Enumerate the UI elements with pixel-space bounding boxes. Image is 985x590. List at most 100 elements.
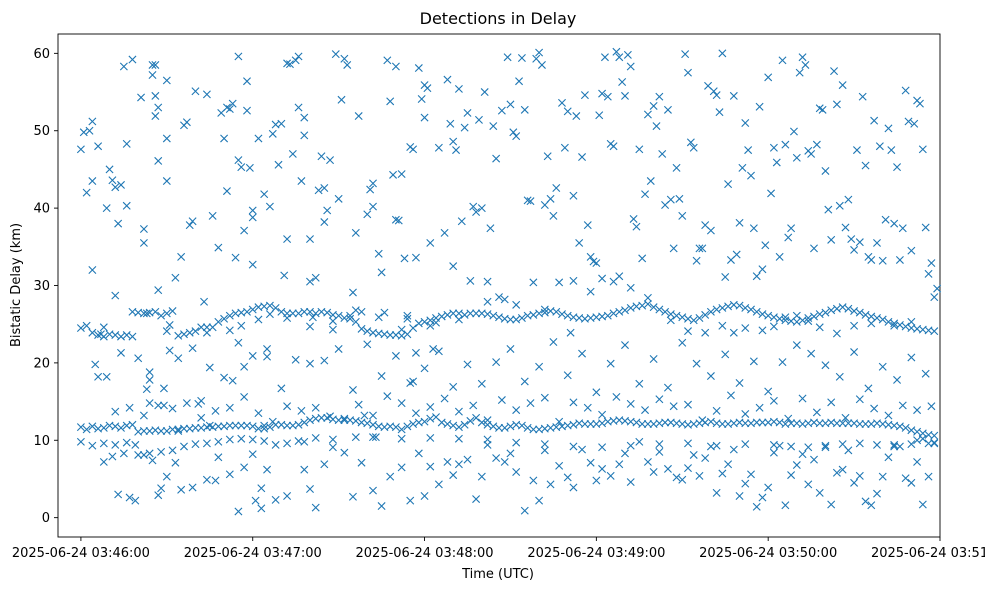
data-point <box>308 313 317 322</box>
data-point <box>243 106 251 115</box>
data-point <box>618 77 627 86</box>
data-point <box>177 485 186 494</box>
data-point <box>621 306 629 315</box>
data-point <box>151 91 160 100</box>
data-point <box>174 426 183 435</box>
data-point <box>512 406 521 415</box>
data-point <box>466 416 475 425</box>
data-points <box>76 47 942 516</box>
data-point <box>497 106 506 115</box>
data-point <box>515 77 524 86</box>
data-point <box>870 404 879 413</box>
data-point <box>850 307 859 316</box>
data-point <box>254 409 263 418</box>
data-point <box>300 465 309 474</box>
data-point <box>861 161 870 170</box>
data-point <box>426 403 435 411</box>
data-point <box>369 486 377 495</box>
data-point <box>114 490 123 499</box>
data-point <box>893 163 902 172</box>
data-point <box>403 311 412 320</box>
data-point <box>878 472 887 481</box>
data-point <box>397 331 406 340</box>
data-point <box>251 496 260 505</box>
data-point <box>672 311 681 320</box>
data-point <box>729 445 738 454</box>
data-point <box>88 117 97 126</box>
y-axis: 0 10 20 30 40 50 60 <box>33 47 58 526</box>
data-point <box>237 163 246 172</box>
data-point <box>878 362 887 371</box>
data-point <box>798 394 807 403</box>
data-point <box>712 91 721 100</box>
data-point <box>306 235 314 244</box>
data-point <box>457 217 466 226</box>
data-point <box>162 134 171 143</box>
data-point <box>635 145 644 154</box>
data-point <box>609 142 618 151</box>
data-point <box>724 180 733 189</box>
data-point <box>712 406 721 415</box>
data-point <box>454 460 463 469</box>
data-point <box>360 411 369 420</box>
data-point <box>841 413 850 422</box>
data-point <box>592 476 601 485</box>
data-point <box>477 418 486 427</box>
data-point <box>563 107 572 116</box>
data-point <box>918 145 927 154</box>
data-point <box>663 105 672 114</box>
data-point <box>117 180 125 189</box>
data-point <box>369 202 377 211</box>
data-point <box>426 238 435 247</box>
data-point <box>268 417 277 426</box>
data-point <box>283 421 292 430</box>
data-point <box>326 156 335 165</box>
data-point <box>228 99 237 108</box>
data-point <box>82 321 91 330</box>
data-point <box>715 108 724 117</box>
data-point <box>288 149 297 158</box>
data-point <box>434 480 443 489</box>
data-point <box>850 348 859 357</box>
data-point <box>294 103 303 112</box>
data-point <box>474 115 483 124</box>
data-point <box>741 440 750 449</box>
data-point <box>380 308 389 317</box>
data-point <box>449 421 458 430</box>
data-point <box>285 60 294 69</box>
data-point <box>280 271 289 280</box>
data-point <box>563 371 572 380</box>
data-point <box>907 440 916 449</box>
data-point <box>612 392 621 401</box>
data-point <box>735 379 744 387</box>
data-point <box>529 278 538 287</box>
data-point <box>200 297 209 306</box>
data-point <box>343 60 352 69</box>
data-point <box>552 184 561 192</box>
data-point <box>171 458 180 467</box>
data-point <box>157 426 166 435</box>
data-point <box>555 417 564 426</box>
data-point <box>815 419 824 428</box>
data-point <box>578 153 587 162</box>
data-point <box>434 347 443 356</box>
data-point <box>529 310 538 319</box>
x-tick-label: 2025-06-24 03:47:00 <box>184 546 322 561</box>
data-point <box>821 443 830 452</box>
data-point <box>142 385 151 394</box>
data-point <box>764 387 773 396</box>
data-point <box>595 111 604 120</box>
data-point <box>263 352 272 361</box>
data-point <box>807 349 816 358</box>
data-point <box>225 421 234 430</box>
data-point <box>503 53 512 62</box>
data-point <box>810 312 818 321</box>
data-point <box>893 375 902 384</box>
data-point <box>852 146 861 155</box>
data-point <box>815 310 824 319</box>
data-point <box>151 307 160 316</box>
data-point <box>397 463 406 472</box>
data-point <box>291 355 300 364</box>
data-point <box>108 452 117 461</box>
data-point <box>927 402 936 411</box>
